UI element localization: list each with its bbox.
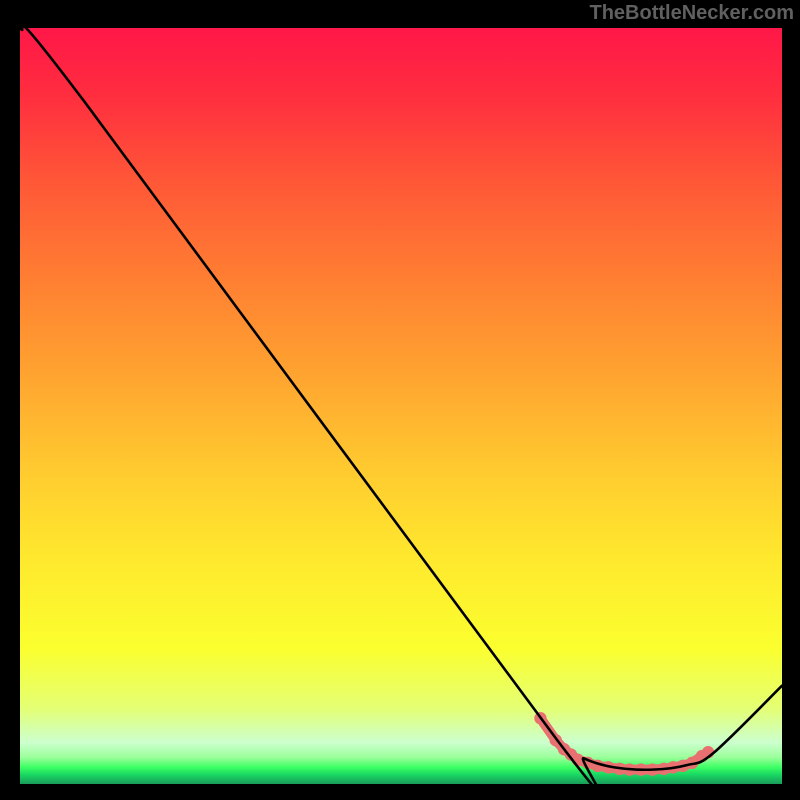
attribution-text: TheBottleNecker.com	[589, 2, 794, 25]
chart-container: TheBottleNecker.com	[0, 0, 800, 800]
plot-background	[20, 28, 782, 784]
bottleneck-chart	[0, 0, 800, 800]
